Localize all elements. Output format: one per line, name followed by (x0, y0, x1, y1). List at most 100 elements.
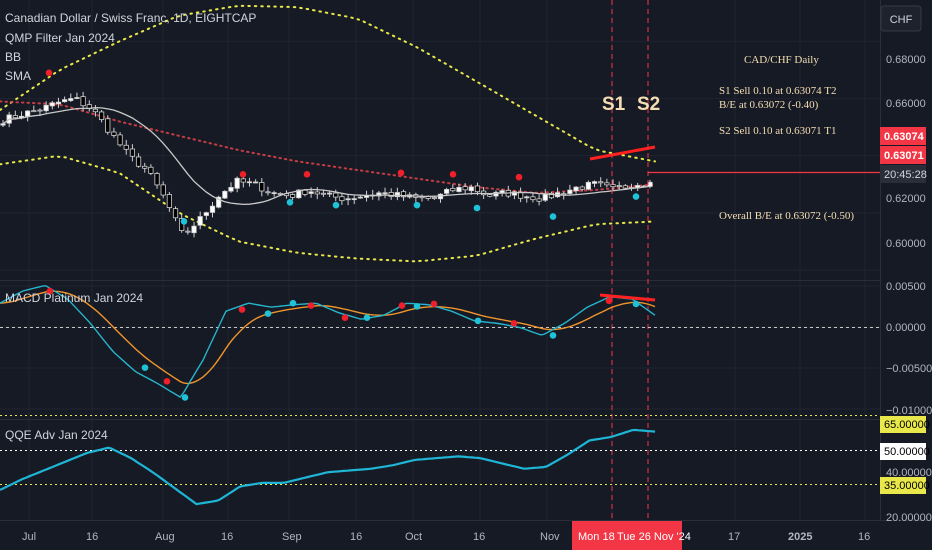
macd-trendline[interactable] (599, 293, 656, 302)
qqe-tick: 40.00000 (886, 467, 932, 479)
candle-body (536, 198, 542, 202)
candle-body (117, 134, 123, 146)
annotation-overall: Overall B/E at 0.63072 (-0.50) (719, 210, 854, 222)
macd-buy-dot (181, 394, 189, 401)
time-tick: Oct (405, 531, 422, 543)
macd-cross-signals (46, 287, 640, 401)
candle-body (604, 182, 610, 186)
macd-tick: 0.00500 (886, 281, 926, 293)
candle-body (314, 191, 320, 195)
candle-body (259, 182, 265, 192)
candle-body (203, 212, 209, 216)
currency-button[interactable] (880, 5, 922, 32)
candle-body (622, 185, 628, 189)
macd-sell-dot (510, 320, 518, 327)
candle-body (444, 189, 450, 194)
macd-sell-dot (163, 378, 171, 385)
buy-signal-dot (332, 201, 340, 209)
qqe-badge-35 (880, 477, 926, 494)
currency-button-label[interactable]: CHF (890, 14, 913, 26)
symbol-title[interactable]: Canadian Dollar / Swiss Franc, 1D, EIGHT… (5, 11, 256, 25)
qqe-pane-title[interactable]: QQE Adv Jan 2024 (5, 428, 108, 442)
candle-body (37, 109, 43, 112)
annotation-s2: S2 Sell 0.10 at 0.63071 T1 (719, 125, 836, 137)
macd-axis[interactable]: 0.00500 0.00000 −0.00500 −0.01000 (886, 281, 932, 417)
candle-body (240, 178, 246, 183)
qqe-line (0, 428, 656, 506)
price-trendline[interactable] (589, 145, 656, 161)
macd-tick: −0.01000 (886, 405, 932, 417)
time-tick: 16 (473, 531, 485, 543)
qqe-axis[interactable]: 65.00000 50.00000 40.00000 35.00000 20.0… (880, 416, 932, 524)
main-price-pane[interactable] (0, 4, 880, 263)
price-axis[interactable]: CHF 0.68000 0.66000 0.62000 0.60000 0.63… (880, 5, 927, 250)
candle-body (388, 192, 394, 197)
candle-body (129, 148, 135, 157)
candle-body (25, 110, 31, 117)
indicator-sma[interactable]: SMA (5, 69, 31, 83)
time-tick: 16 (858, 531, 870, 543)
candle-body (579, 186, 585, 190)
indicator-bb[interactable]: BB (5, 50, 21, 64)
time-tick: Sep (282, 531, 302, 543)
qqe-badge-50-text: 50.00000 (884, 446, 930, 458)
sell-signal-dot (397, 169, 405, 177)
price-badge-s1-text: 0.63074 (884, 131, 925, 143)
macd-sell-dot (46, 287, 54, 295)
candle-body (468, 186, 474, 192)
annotation-heading: CAD/CHF Daily (744, 54, 819, 66)
candle-body (160, 184, 166, 196)
buy-signal-dot (180, 218, 188, 225)
candle-body (172, 208, 179, 219)
candle-body (450, 188, 456, 192)
candle-body (302, 189, 308, 195)
qqe-badge-50 (880, 443, 926, 460)
qqe-badge-35-text: 35.00000 (884, 480, 930, 492)
macd-tick: −0.00500 (886, 363, 932, 375)
candle-body (74, 97, 80, 99)
qqe-pane[interactable] (0, 415, 880, 506)
candle-body (234, 177, 240, 189)
macd-pane-title[interactable]: MACD Platinum Jan 2024 (5, 291, 143, 305)
candle-body (308, 191, 314, 194)
qqe-badge-65 (880, 416, 926, 433)
candle-body (567, 189, 573, 194)
buy-signal-dot (632, 193, 640, 200)
candle-body (197, 216, 203, 226)
macd-buy-dot (264, 310, 272, 317)
sell-signal-dot (303, 170, 311, 178)
candle-body (228, 187, 234, 192)
macd-sell-dot (430, 300, 438, 308)
candle-body (246, 181, 253, 184)
macd-buy-dot (363, 314, 371, 321)
marker-label-s2: S2 (637, 94, 660, 115)
candle-body (55, 101, 62, 105)
time-axis[interactable]: Jul 16 Aug 16 Sep 16 Oct 16 Nov 17 2025 … (22, 531, 870, 543)
buy-signal-dot (549, 213, 557, 220)
candle-body (209, 205, 216, 213)
sell-signal-dot (45, 69, 53, 77)
candle-body (166, 194, 172, 208)
candle-body (111, 131, 117, 136)
indicator-qmp-filter[interactable]: QMP Filter Jan 2024 (5, 31, 115, 45)
macd-pane[interactable] (0, 285, 880, 401)
candle-body (31, 110, 37, 113)
candle-body (530, 196, 536, 201)
buy-signal-dot (473, 204, 481, 212)
buy-signal-dot (286, 198, 294, 206)
macd-buy-dot (289, 299, 297, 307)
candle-body (148, 166, 154, 174)
candle-body (573, 186, 579, 192)
macd-tick: 0.00000 (886, 322, 926, 334)
bollinger-lower-band (0, 155, 656, 263)
candle-body (487, 194, 493, 197)
time-tick: Aug (155, 531, 175, 543)
macd-buy-dot (474, 317, 482, 325)
time-tick: 16 (86, 531, 98, 543)
buy-signal-dot (413, 201, 421, 209)
candle-body (345, 198, 351, 201)
candle-body (185, 230, 191, 233)
candle-body (222, 190, 228, 199)
macd-sell-dot (605, 297, 613, 305)
